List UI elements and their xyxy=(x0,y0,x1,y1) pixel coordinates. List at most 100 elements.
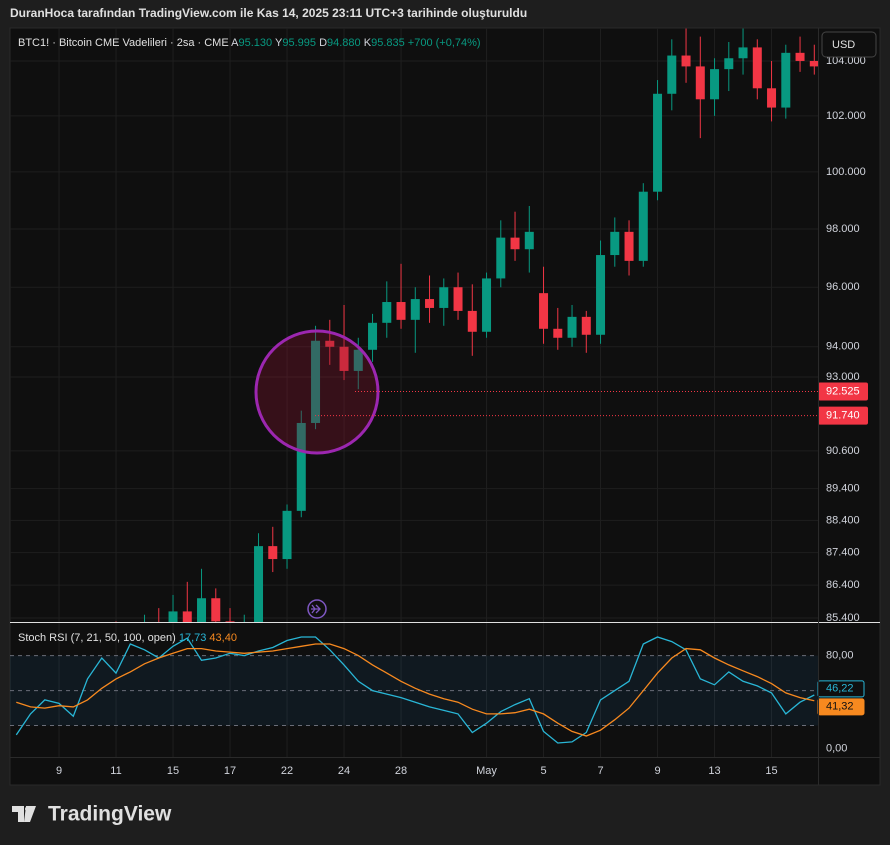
candle-body xyxy=(339,346,349,371)
candle-body xyxy=(282,510,292,560)
candle-body xyxy=(353,349,363,371)
candle-body xyxy=(268,546,278,560)
replay-icon xyxy=(307,599,327,619)
candle-body xyxy=(638,191,648,261)
ohlc-key: A xyxy=(231,37,239,49)
candle-body xyxy=(738,47,748,59)
x-tick-label: 28 xyxy=(395,765,407,777)
y-tick-label: 80,00 xyxy=(826,650,854,662)
chart-frame xyxy=(9,27,881,786)
x-tick-label: 15 xyxy=(167,765,179,777)
candle-body xyxy=(567,316,577,338)
candle-layer xyxy=(115,28,818,622)
x-tick-label: 9 xyxy=(56,765,62,777)
price-label: 91.740 xyxy=(826,409,860,421)
candle-body xyxy=(809,60,818,67)
caption: DuranHoca tarafından TradingView.com ile… xyxy=(10,6,527,20)
y-tick-label: 87.400 xyxy=(826,546,860,558)
candle-body xyxy=(168,611,178,622)
y-tick-label: 100.000 xyxy=(826,166,866,178)
x-tick-label: 15 xyxy=(765,765,777,777)
ohlc-value: 95.835 xyxy=(371,37,405,49)
candle-body xyxy=(368,322,378,350)
symbol-title: BTC1! · Bitcoin CME Vadelileri · 2sa · C… xyxy=(18,37,229,49)
candle-body xyxy=(396,302,406,320)
y-tick-label: 102.000 xyxy=(826,110,866,122)
y-tick-label: 93.000 xyxy=(826,371,860,383)
x-tick-label: 24 xyxy=(338,765,350,777)
logo-mark xyxy=(12,806,36,822)
overlay-layer: 9 11 15 17 22 24 28 May 5 7 9 13 15 104.000 102.000 100… xyxy=(56,55,868,777)
currency-button[interactable]: USD xyxy=(821,31,877,58)
rsi-layer xyxy=(10,636,818,744)
candle-body xyxy=(624,231,634,261)
candle-body xyxy=(482,278,492,332)
ohlc-key: K xyxy=(364,37,372,49)
candle-body xyxy=(596,255,606,335)
candle-body xyxy=(724,58,734,70)
ohlc-value: 95.995 xyxy=(282,37,316,49)
y-tick-label: 98.000 xyxy=(826,223,860,235)
candle-body xyxy=(225,621,235,622)
candle-body xyxy=(325,340,335,347)
candle-body xyxy=(667,55,677,94)
candle-body xyxy=(197,598,207,622)
candle-body xyxy=(311,340,321,423)
y-tick-label: 89.400 xyxy=(826,483,860,495)
candle-body xyxy=(539,293,549,329)
candle-body xyxy=(467,310,477,332)
candle-body xyxy=(752,47,762,89)
x-tick-label: 7 xyxy=(597,765,603,777)
price-label-box xyxy=(818,406,868,425)
x-tick-label: 5 xyxy=(540,765,546,777)
y-tick-label: 85.400 xyxy=(826,612,860,624)
candle-body xyxy=(453,287,463,311)
logo: TradingView xyxy=(12,803,172,826)
candle-body xyxy=(581,316,591,335)
last-value-label: 41,32 xyxy=(826,701,854,713)
candle-body xyxy=(510,237,520,250)
x-tick-label: 22 xyxy=(281,765,293,777)
logo-dot xyxy=(25,806,30,812)
candle-body xyxy=(182,611,192,622)
x-tick-label: May xyxy=(476,765,497,777)
y-tick-label: 86.400 xyxy=(826,579,860,591)
price-label-box xyxy=(818,382,868,401)
candle-body xyxy=(254,546,264,622)
ohlc-value: 94.880 xyxy=(327,37,361,49)
highlight-circle xyxy=(254,329,380,455)
price-label: 92.525 xyxy=(826,385,860,397)
price-legend: BTC1! · Bitcoin CME Vadelileri · 2sa · C… xyxy=(18,37,481,49)
y-tick-label: 0,00 xyxy=(826,743,847,755)
candle-body xyxy=(425,299,435,308)
rsi-d-value: 43,40 xyxy=(209,632,237,644)
candle-body xyxy=(410,299,420,320)
x-tick-label: 9 xyxy=(654,765,660,777)
rsi-legend: Stoch RSI (7, 21, 50, 100, open) 17,73 4… xyxy=(18,632,237,644)
candle-body xyxy=(710,69,720,100)
candle-body xyxy=(524,231,534,250)
x-tick-label: 11 xyxy=(110,765,121,777)
rsi-k-value: 17,73 xyxy=(179,632,207,644)
x-tick-label: 13 xyxy=(708,765,720,777)
candle-body xyxy=(795,52,805,61)
candle-body xyxy=(695,66,705,100)
candle-body xyxy=(439,287,449,308)
logo-text: TradingView xyxy=(48,803,172,826)
candle-body xyxy=(767,88,777,108)
candle-body xyxy=(211,598,221,622)
rsi-line xyxy=(15,636,815,744)
ohlc-key: Y xyxy=(275,37,283,49)
rsi-title: Stoch RSI (7, 21, 50, 100, open) xyxy=(18,632,176,644)
button-label[interactable]: USD xyxy=(832,39,855,51)
x-tick-label: 17 xyxy=(224,765,236,777)
candle-body xyxy=(296,422,306,511)
y-tick-label: 90.600 xyxy=(826,445,860,457)
last-value-label: 46,22 xyxy=(826,683,854,695)
change: +700 (+0,74%) xyxy=(408,37,481,49)
ohlc-value: 95.130 xyxy=(238,37,272,49)
candle-body xyxy=(496,237,506,279)
button-frame[interactable] xyxy=(821,31,877,58)
